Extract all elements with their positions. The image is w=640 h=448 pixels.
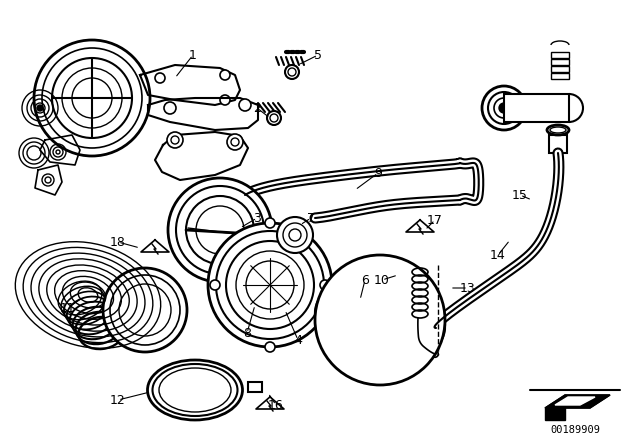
Bar [551,52,569,58]
Text: 18: 18 [110,236,126,249]
Circle shape [220,70,230,80]
Circle shape [227,134,243,150]
Ellipse shape [547,125,569,135]
Polygon shape [545,408,565,420]
Text: 11: 11 [60,302,76,314]
Text: 00189909: 00189909 [550,425,600,435]
Polygon shape [406,220,434,232]
Circle shape [37,105,43,111]
Polygon shape [140,65,240,105]
Ellipse shape [147,360,243,420]
Text: 8: 8 [243,327,251,340]
Text: 17: 17 [427,214,443,227]
Polygon shape [40,135,80,165]
Text: 3: 3 [253,211,261,224]
Bar [504,94,569,122]
Circle shape [164,102,176,114]
Text: 6: 6 [361,273,369,287]
Text: 7: 7 [307,211,315,224]
Circle shape [265,342,275,352]
Polygon shape [141,240,169,252]
Bar [248,382,262,392]
Polygon shape [545,395,610,408]
Circle shape [499,103,509,113]
Text: 15: 15 [512,189,528,202]
Circle shape [34,40,150,156]
Text: 9: 9 [374,167,382,180]
Text: 2: 2 [253,102,261,115]
Circle shape [208,223,332,347]
Polygon shape [256,397,284,409]
Circle shape [320,280,330,290]
Polygon shape [155,132,248,180]
Circle shape [220,95,230,105]
Polygon shape [148,98,258,130]
Text: 1: 1 [189,48,197,61]
Bar [551,59,569,65]
Text: 5: 5 [314,48,322,61]
Circle shape [315,255,445,385]
Circle shape [210,280,220,290]
Circle shape [285,65,299,79]
Circle shape [103,268,187,352]
Bar [413,318,427,336]
Text: 4: 4 [294,333,302,346]
Circle shape [155,73,165,83]
Text: 16: 16 [268,399,284,412]
Bar [551,73,569,79]
Text: 14: 14 [490,249,506,262]
Circle shape [265,218,275,228]
Text: 13: 13 [460,281,476,294]
Text: 12: 12 [110,393,126,406]
Circle shape [239,99,251,111]
Circle shape [482,86,526,130]
Circle shape [168,178,272,282]
Circle shape [277,217,313,253]
Polygon shape [35,165,62,195]
Polygon shape [545,395,610,408]
Polygon shape [555,397,595,405]
Circle shape [167,132,183,148]
Text: 10: 10 [374,273,390,287]
Bar [551,66,569,72]
Bar [549,135,567,153]
Circle shape [267,111,281,125]
